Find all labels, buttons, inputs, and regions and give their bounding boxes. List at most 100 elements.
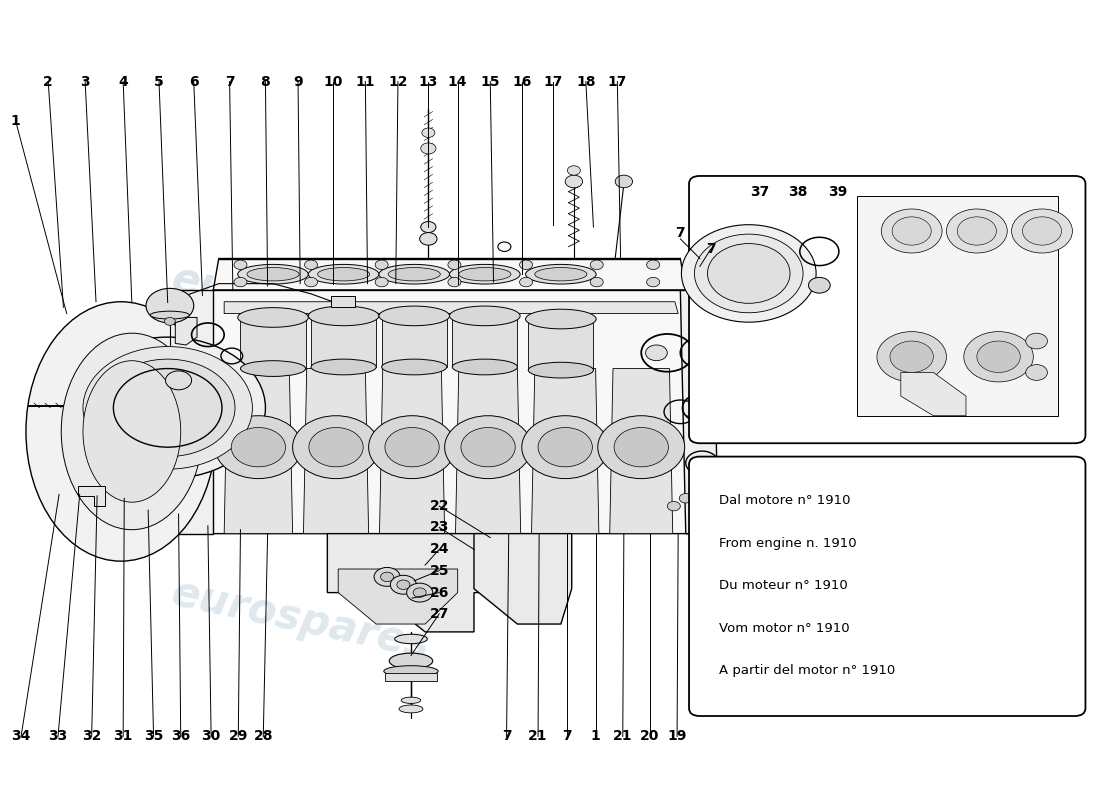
Circle shape	[668, 502, 680, 511]
Text: 8: 8	[261, 74, 271, 89]
Circle shape	[214, 416, 301, 478]
Bar	[857, 196, 1058, 416]
Text: Dal motore n° 1910: Dal motore n° 1910	[719, 494, 851, 507]
Circle shape	[681, 225, 816, 322]
Text: 32: 32	[82, 730, 101, 743]
Polygon shape	[224, 369, 293, 534]
Circle shape	[375, 278, 388, 286]
Circle shape	[421, 222, 436, 233]
FancyBboxPatch shape	[689, 176, 1086, 443]
Circle shape	[892, 217, 932, 245]
Circle shape	[146, 288, 194, 323]
Bar	[528, 319, 593, 370]
Text: 1: 1	[11, 114, 21, 128]
Circle shape	[390, 575, 417, 594]
Text: 7: 7	[562, 730, 572, 743]
Polygon shape	[164, 290, 696, 534]
Ellipse shape	[318, 267, 370, 281]
Circle shape	[614, 427, 669, 467]
Text: 17: 17	[543, 74, 563, 89]
Text: 15: 15	[481, 74, 500, 89]
Circle shape	[374, 567, 400, 586]
Text: 4: 4	[119, 74, 128, 89]
Text: 16: 16	[513, 74, 531, 89]
Text: 28: 28	[253, 730, 273, 743]
Polygon shape	[304, 369, 368, 534]
Circle shape	[565, 175, 583, 188]
Ellipse shape	[528, 362, 593, 378]
Polygon shape	[680, 290, 718, 534]
Circle shape	[591, 260, 603, 270]
Circle shape	[808, 278, 830, 293]
Circle shape	[702, 350, 719, 363]
Circle shape	[414, 588, 426, 598]
Text: 13: 13	[419, 74, 438, 89]
Ellipse shape	[308, 264, 378, 284]
Ellipse shape	[151, 311, 189, 319]
Circle shape	[164, 318, 175, 326]
Text: 39: 39	[828, 185, 847, 198]
Circle shape	[448, 260, 461, 270]
Circle shape	[890, 341, 934, 373]
Polygon shape	[164, 290, 213, 534]
Text: 10: 10	[323, 74, 342, 89]
Ellipse shape	[62, 333, 202, 530]
Circle shape	[695, 421, 708, 430]
Ellipse shape	[452, 359, 517, 375]
Text: 3: 3	[80, 74, 90, 89]
Text: 22: 22	[429, 499, 449, 513]
Circle shape	[538, 427, 593, 467]
Text: 30: 30	[201, 730, 221, 743]
Circle shape	[234, 278, 248, 286]
Polygon shape	[224, 302, 679, 314]
Circle shape	[568, 166, 581, 175]
Text: 19: 19	[668, 730, 686, 743]
Ellipse shape	[535, 267, 587, 281]
Text: eurospares: eurospares	[613, 258, 879, 354]
Text: eurospares: eurospares	[167, 572, 433, 668]
Text: Du moteur n° 1910: Du moteur n° 1910	[719, 579, 848, 592]
Ellipse shape	[241, 361, 306, 377]
Circle shape	[707, 243, 790, 303]
Text: Vom motor n° 1910: Vom motor n° 1910	[719, 622, 850, 634]
Text: 2: 2	[43, 74, 53, 89]
Circle shape	[519, 278, 532, 286]
Polygon shape	[901, 373, 966, 416]
Ellipse shape	[382, 359, 447, 375]
Circle shape	[615, 175, 632, 188]
Circle shape	[597, 416, 684, 478]
Circle shape	[881, 209, 942, 253]
Text: 21: 21	[528, 730, 548, 743]
Ellipse shape	[388, 267, 440, 281]
Circle shape	[305, 260, 318, 270]
FancyBboxPatch shape	[689, 457, 1086, 716]
Ellipse shape	[459, 267, 510, 281]
Circle shape	[448, 278, 461, 286]
Circle shape	[461, 427, 515, 467]
Circle shape	[444, 416, 531, 478]
Text: 36: 36	[172, 730, 190, 743]
Circle shape	[698, 461, 716, 473]
Text: 27: 27	[429, 607, 449, 621]
Ellipse shape	[311, 359, 376, 375]
Circle shape	[305, 278, 318, 286]
Polygon shape	[455, 369, 520, 534]
Circle shape	[407, 583, 432, 602]
Ellipse shape	[82, 361, 180, 502]
Circle shape	[1023, 217, 1062, 245]
Text: 12: 12	[388, 74, 408, 89]
Text: 17: 17	[607, 74, 627, 89]
Polygon shape	[474, 534, 572, 624]
Text: 29: 29	[229, 730, 248, 743]
Text: 7: 7	[706, 242, 716, 256]
Ellipse shape	[378, 306, 450, 326]
Text: 5: 5	[154, 74, 164, 89]
Circle shape	[946, 209, 1008, 253]
Bar	[311, 316, 376, 367]
Text: 31: 31	[113, 730, 133, 743]
Circle shape	[375, 260, 388, 270]
Circle shape	[646, 345, 668, 361]
Ellipse shape	[308, 306, 378, 326]
Circle shape	[70, 337, 265, 478]
Ellipse shape	[238, 308, 308, 327]
